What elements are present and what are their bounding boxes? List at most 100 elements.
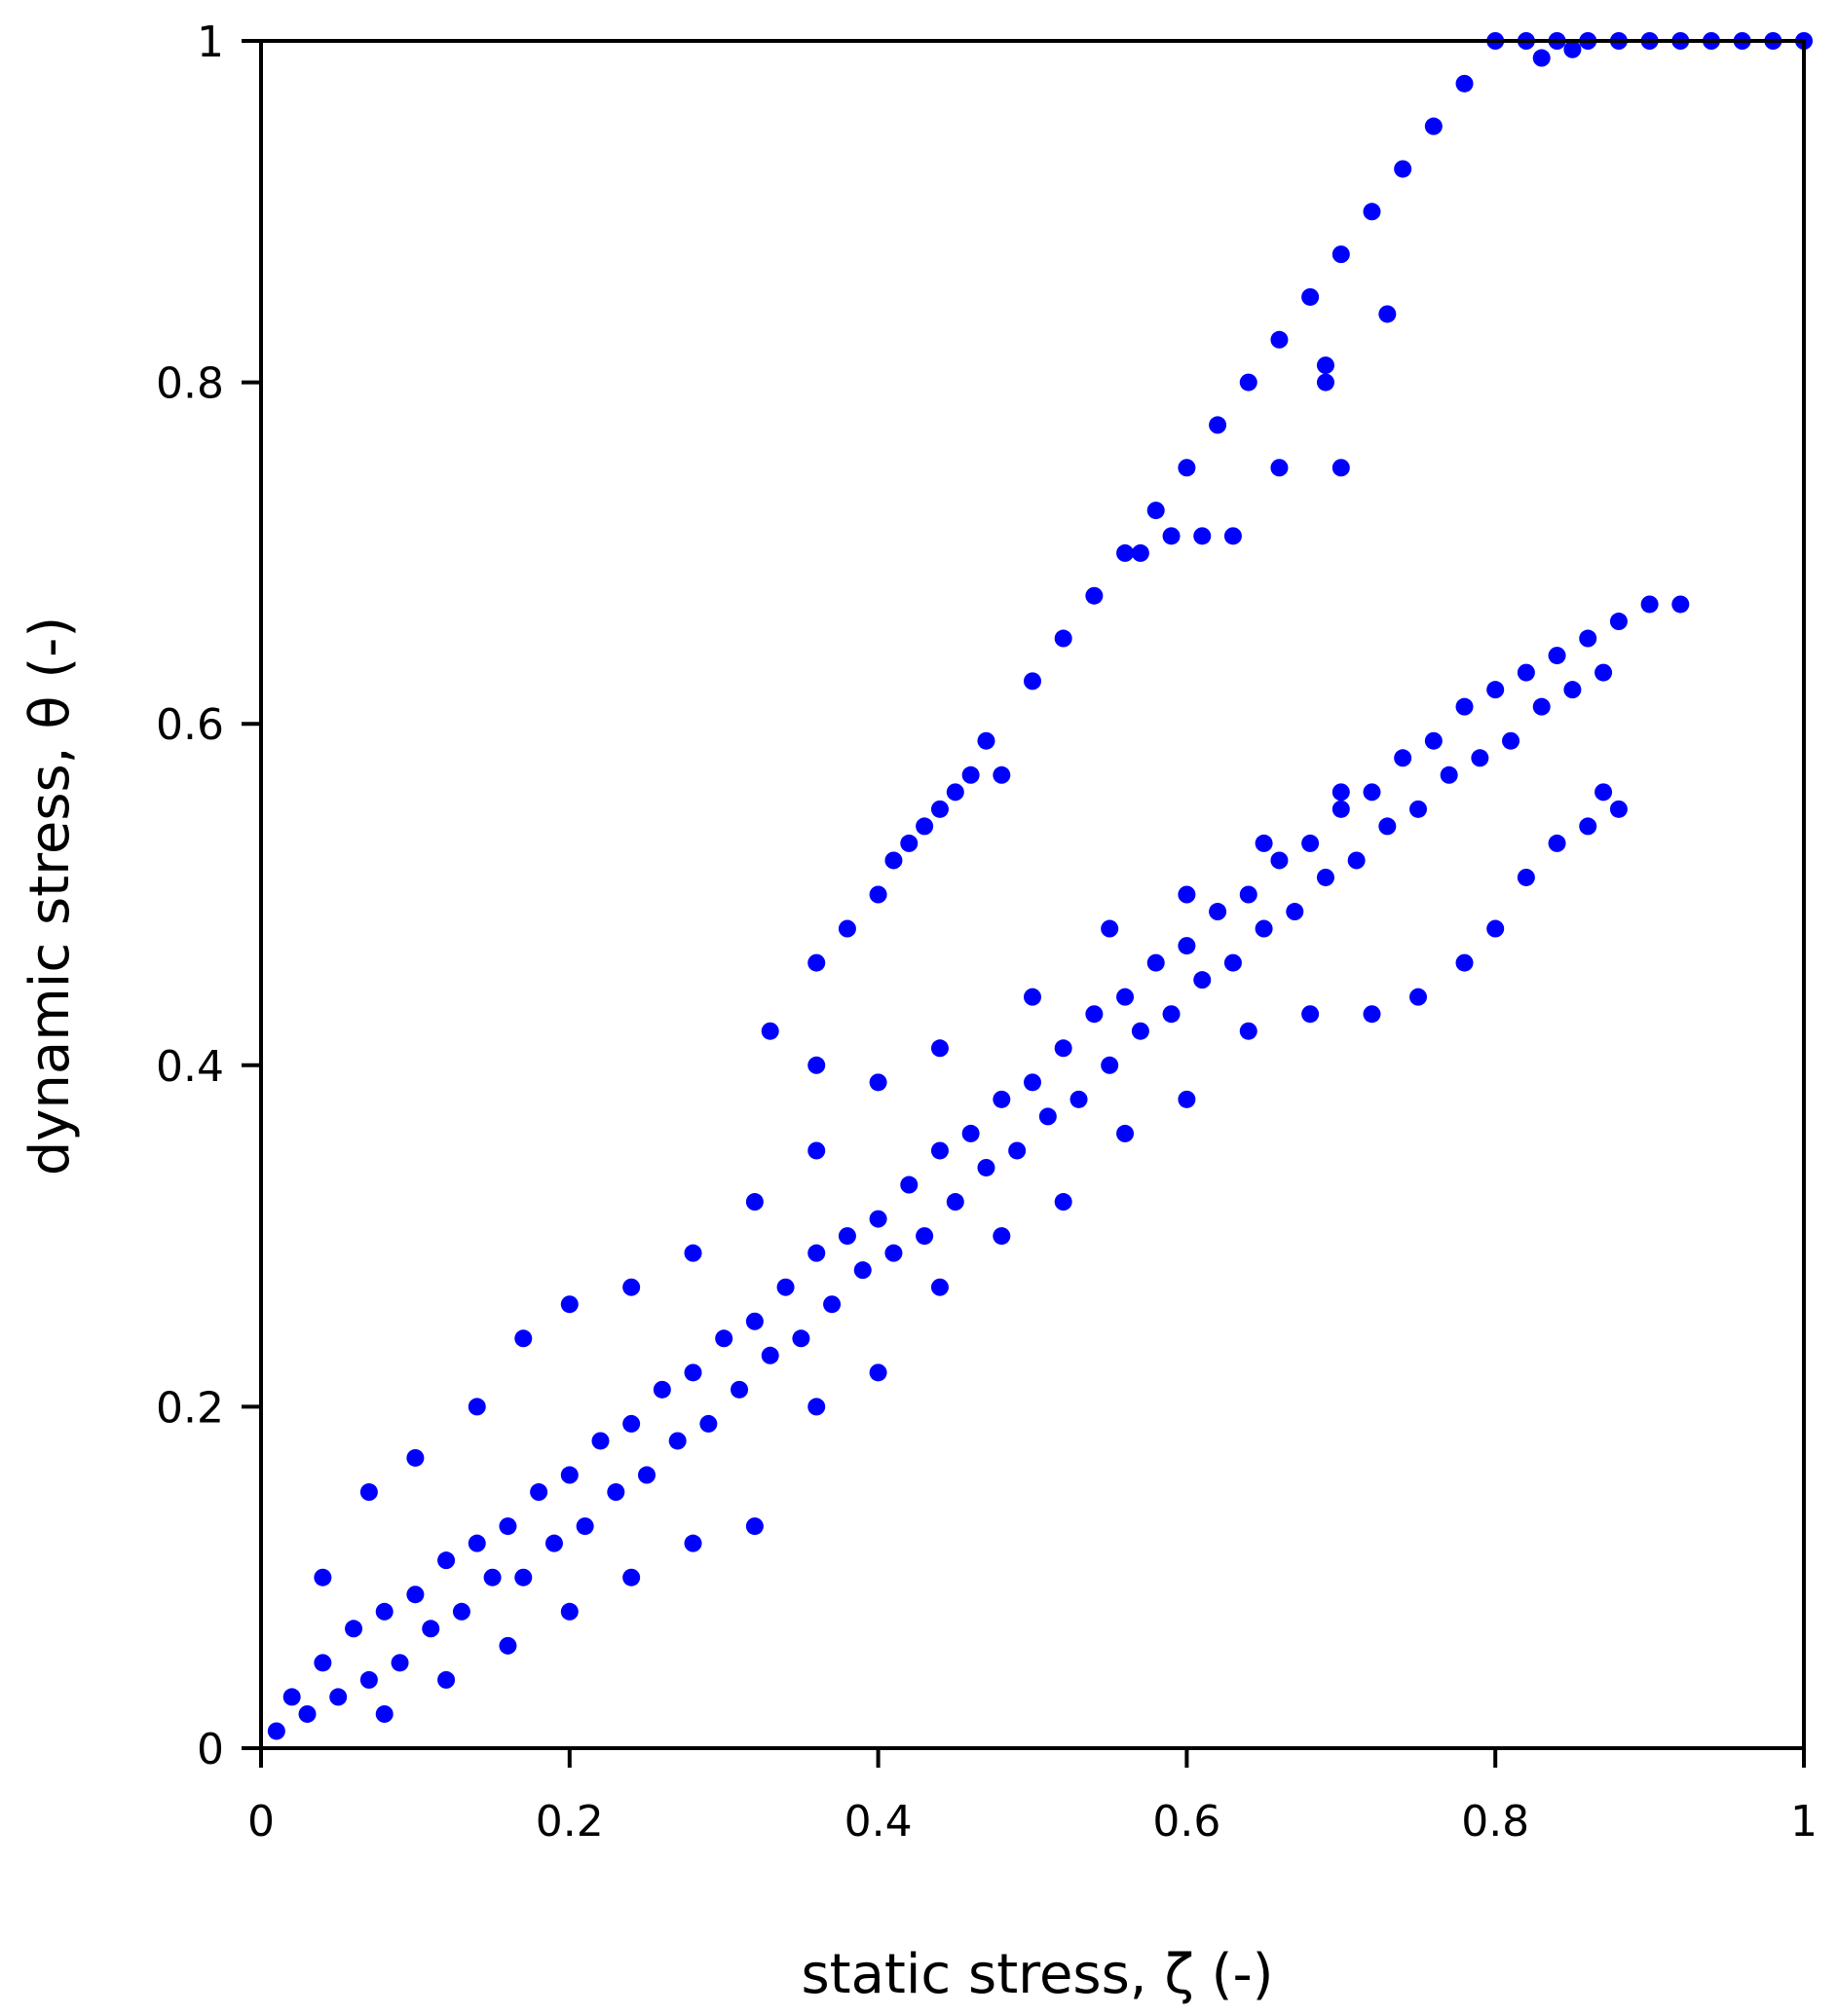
data-point (807, 1244, 826, 1262)
data-point (1471, 749, 1489, 767)
data-point (1316, 868, 1334, 886)
data-point (544, 1534, 563, 1552)
data-point (1532, 49, 1551, 67)
y-axis-title: dynamic stress, θ (-) (19, 616, 82, 1176)
data-point (1101, 1056, 1119, 1074)
data-point (1394, 160, 1412, 178)
data-point (1563, 40, 1582, 58)
data-point (1209, 416, 1227, 434)
data-point (1424, 731, 1443, 750)
data-point (1239, 373, 1257, 392)
data-point (946, 783, 964, 802)
data-point (1363, 783, 1381, 802)
data-point (869, 1073, 887, 1092)
data-point (1347, 851, 1366, 870)
x-axis-title: static stress, ζ (-) (801, 1943, 1273, 2006)
data-point (961, 765, 980, 784)
data-point (699, 1414, 718, 1433)
data-point (1085, 586, 1104, 605)
data-point (1085, 1005, 1104, 1024)
data-point (900, 834, 919, 852)
data-point (884, 851, 903, 870)
data-point (1316, 356, 1334, 375)
data-point (607, 1483, 625, 1502)
data-point (1424, 117, 1443, 135)
data-point (1270, 459, 1289, 477)
data-point (1178, 459, 1196, 477)
data-point (653, 1380, 671, 1399)
data-point (1101, 919, 1119, 938)
data-point (437, 1551, 456, 1570)
data-point (622, 1568, 641, 1587)
data-point (1594, 663, 1613, 682)
data-point (514, 1568, 533, 1587)
data-point (1332, 800, 1350, 818)
data-point (1594, 783, 1613, 802)
data-point (483, 1568, 502, 1587)
data-point (1146, 502, 1165, 520)
data-point (468, 1398, 486, 1416)
data-point (530, 1483, 548, 1502)
y-tick-label: 0 (197, 1725, 224, 1774)
data-point (1440, 765, 1458, 784)
data-point (684, 1534, 702, 1552)
data-point (406, 1448, 425, 1467)
data-point (375, 1602, 394, 1621)
x-tick-label: 1 (1790, 1797, 1818, 1847)
data-point (1409, 800, 1427, 818)
data-point (282, 1688, 301, 1706)
data-point (930, 1278, 949, 1296)
data-point (1579, 629, 1597, 648)
data-point (745, 1517, 764, 1536)
y-tick-label: 0.6 (156, 700, 224, 750)
x-tick-label: 0 (247, 1797, 275, 1847)
data-point (916, 817, 934, 836)
data-point (1162, 1005, 1181, 1024)
data-point (406, 1586, 425, 1604)
data-point (993, 765, 1011, 784)
data-point (1332, 783, 1350, 802)
data-point (1455, 953, 1474, 972)
data-point (823, 1295, 842, 1314)
data-point (622, 1278, 641, 1296)
data-point (1640, 595, 1659, 614)
data-point (1301, 1005, 1320, 1024)
data-point (1223, 953, 1242, 972)
data-point (776, 1278, 795, 1296)
data-point (1024, 1073, 1041, 1092)
data-point (1517, 663, 1535, 682)
data-point (930, 1039, 949, 1058)
data-point (946, 1193, 964, 1212)
data-point (1502, 731, 1520, 750)
data-point (715, 1329, 733, 1348)
data-point (1455, 697, 1474, 716)
data-point (1223, 527, 1242, 545)
data-point (1116, 543, 1135, 562)
data-point (1038, 1107, 1057, 1126)
data-point (1548, 834, 1566, 852)
data-point (807, 1056, 826, 1074)
data-point (1286, 903, 1304, 921)
data-point (437, 1670, 456, 1689)
data-point (745, 1193, 764, 1212)
data-point (761, 1022, 779, 1040)
data-point (1455, 74, 1474, 93)
data-point (422, 1620, 440, 1638)
axes: 0 0.2 0.4 0.6 0.8 1 0 0.2 0.4 0.6 0.8 1 (156, 18, 1818, 1847)
data-point (1054, 1039, 1072, 1058)
data-point (993, 1090, 1011, 1108)
y-tick-label: 0.2 (156, 1383, 224, 1433)
data-point (1178, 1090, 1196, 1108)
data-point (807, 1141, 826, 1160)
data-points-layer (267, 32, 1813, 1740)
data-point (1394, 749, 1412, 767)
data-point (731, 1380, 749, 1399)
data-point (1024, 988, 1041, 1006)
data-point (468, 1534, 486, 1552)
data-point (622, 1414, 641, 1433)
data-point (298, 1704, 317, 1723)
data-point (1548, 647, 1566, 665)
data-point (1609, 613, 1628, 631)
data-point (1270, 330, 1289, 349)
